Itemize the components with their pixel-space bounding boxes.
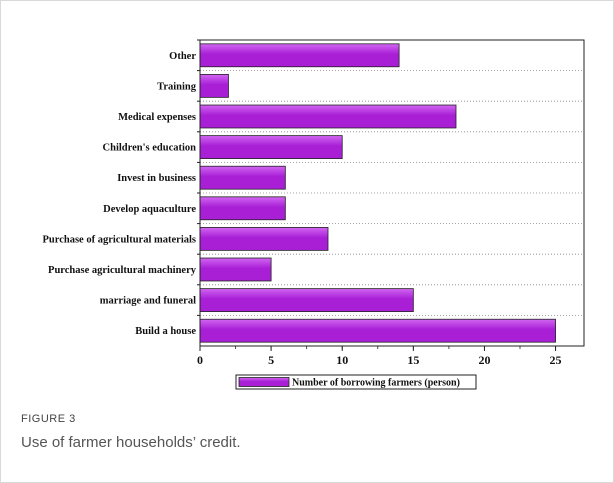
bar xyxy=(199,43,400,68)
legend: Number of borrowing farmers (person) xyxy=(235,374,477,390)
figure-label: FIGURE 3 xyxy=(21,413,76,425)
legend-box xyxy=(235,374,477,390)
x-tick-label: 15 xyxy=(407,353,419,367)
bar xyxy=(199,196,286,221)
category-label: Invest in business xyxy=(117,173,196,184)
x-axis-ticks: 0 5 10 15 20 25 xyxy=(197,346,562,367)
bar xyxy=(199,288,414,312)
category-label: Medical expenses xyxy=(118,112,196,123)
bar-chart: Other Training Medical expenses Children's … xyxy=(43,39,585,390)
x-tick-label: 20 xyxy=(478,353,490,367)
bar xyxy=(199,227,329,251)
category-label: Children's education xyxy=(103,143,197,154)
x-tick-label: 0 xyxy=(197,353,203,367)
legend-swatch xyxy=(238,377,290,387)
bar xyxy=(199,165,286,190)
category-label: Training xyxy=(157,81,197,92)
x-tick-label: 25 xyxy=(550,353,562,367)
category-label: Purchase agricultural machinery xyxy=(48,265,197,276)
bar xyxy=(199,104,457,129)
bars xyxy=(199,43,556,343)
bar xyxy=(199,74,229,98)
category-labels: Other Training Medical expenses Children's … xyxy=(43,39,200,337)
figure-caption: Use of farmer households’ credit. xyxy=(21,434,241,451)
category-label: Develop aquaculture xyxy=(103,204,196,215)
bar xyxy=(199,135,343,159)
category-label: Purchase of agricultural materials xyxy=(43,234,197,245)
grid-lines xyxy=(200,70,584,316)
bar xyxy=(199,257,272,282)
category-label: marriage and funeral xyxy=(100,296,196,307)
category-label: Build a house xyxy=(135,326,196,337)
x-tick-label: 5 xyxy=(268,353,274,367)
x-tick-label: 10 xyxy=(336,353,348,367)
legend-entry: Number of borrowing farmers (person) xyxy=(292,378,460,389)
bar xyxy=(199,318,556,343)
category-label: Other xyxy=(169,51,196,62)
